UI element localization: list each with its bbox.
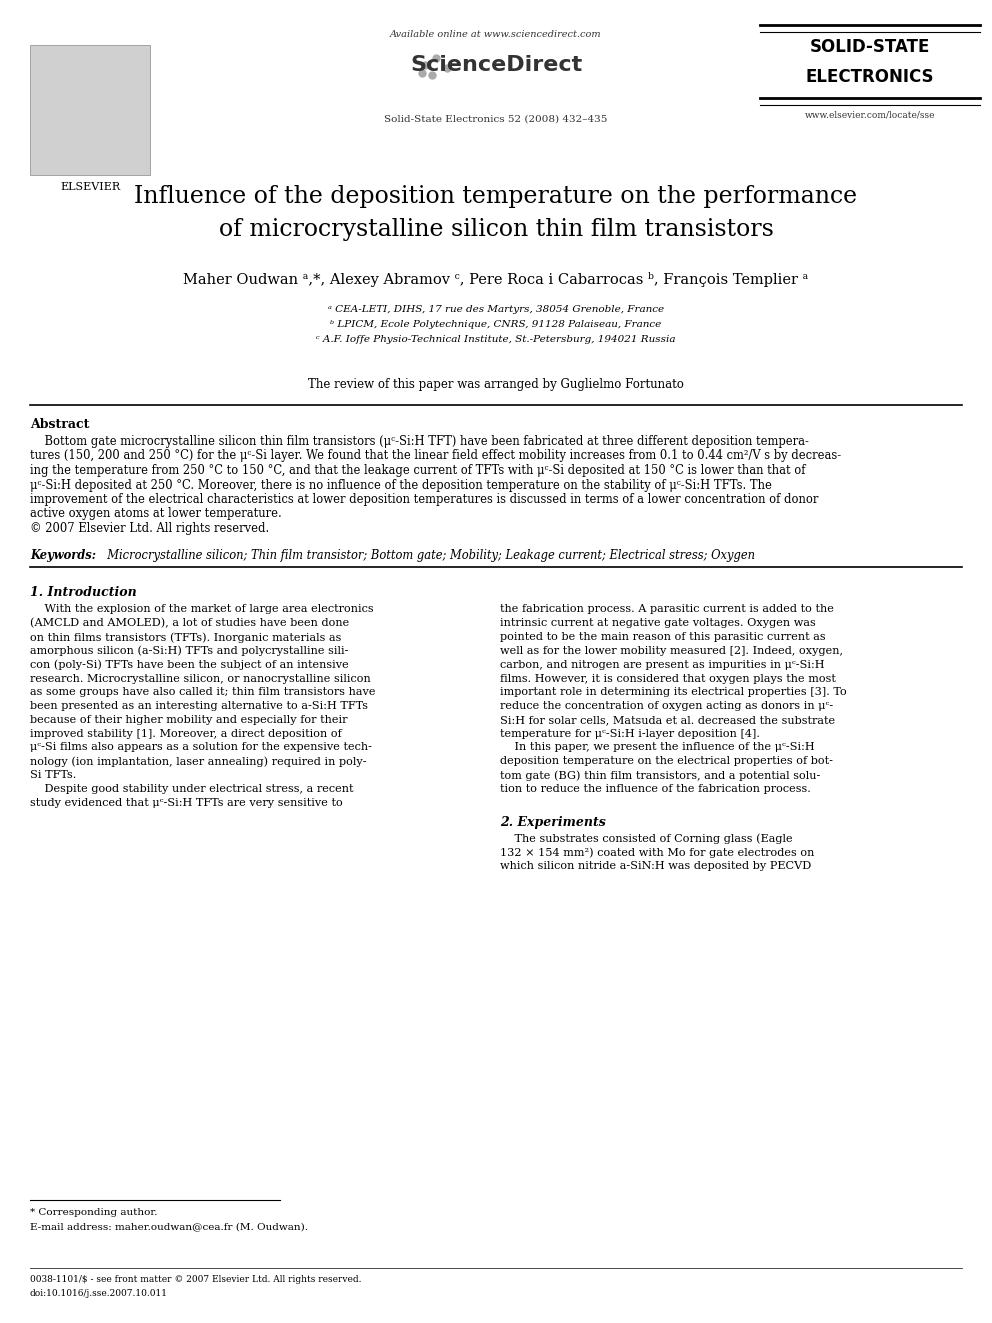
Text: 0038-1101/$ - see front matter © 2007 Elsevier Ltd. All rights reserved.: 0038-1101/$ - see front matter © 2007 El… — [30, 1275, 361, 1285]
Text: SOLID-STATE: SOLID-STATE — [809, 38, 930, 56]
Text: amorphous silicon (a-Si:H) TFTs and polycrystalline sili-: amorphous silicon (a-Si:H) TFTs and poly… — [30, 646, 348, 656]
Text: Microcrystalline silicon; Thin film transistor; Bottom gate; Mobility; Leakage c: Microcrystalline silicon; Thin film tran… — [100, 549, 755, 561]
Text: ᶜ A.F. Ioffe Physio-Technical Institute, St.-Petersburg, 194021 Russia: ᶜ A.F. Ioffe Physio-Technical Institute,… — [316, 335, 676, 344]
Text: ELSEVIER: ELSEVIER — [60, 183, 120, 192]
Text: which silicon nitride a-SiN:H was deposited by PECVD: which silicon nitride a-SiN:H was deposi… — [500, 861, 811, 872]
Text: With the explosion of the market of large area electronics: With the explosion of the market of larg… — [30, 605, 374, 614]
Text: 1. Introduction: 1. Introduction — [30, 586, 137, 599]
Text: Maher Oudwan ᵃ,*, Alexey Abramov ᶜ, Pere Roca i Cabarrocas ᵇ, François Templier : Maher Oudwan ᵃ,*, Alexey Abramov ᶜ, Pere… — [184, 273, 808, 287]
Bar — [30, 45, 150, 175]
Text: μᶜ-Si:H deposited at 250 °C. Moreover, there is no influence of the deposition t: μᶜ-Si:H deposited at 250 °C. Moreover, t… — [30, 479, 772, 492]
Text: on thin films transistors (TFTs). Inorganic materials as: on thin films transistors (TFTs). Inorga… — [30, 632, 341, 643]
Text: because of their higher mobility and especially for their: because of their higher mobility and esp… — [30, 714, 347, 725]
Text: nology (ion implantation, laser annealing) required in poly-: nology (ion implantation, laser annealin… — [30, 757, 366, 767]
Text: ELECTRONICS: ELECTRONICS — [806, 67, 934, 86]
Text: tom gate (BG) thin film transistors, and a potential solu-: tom gate (BG) thin film transistors, and… — [500, 770, 820, 781]
Text: pointed to be the main reason of this parasitic current as: pointed to be the main reason of this pa… — [500, 632, 825, 642]
Text: ing the temperature from 250 °C to 150 °C, and that the leakage current of TFTs : ing the temperature from 250 °C to 150 °… — [30, 464, 806, 478]
Text: Solid-State Electronics 52 (2008) 432–435: Solid-State Electronics 52 (2008) 432–43… — [384, 115, 608, 124]
Text: (AMCLD and AMOLED), a lot of studies have been done: (AMCLD and AMOLED), a lot of studies hav… — [30, 618, 349, 628]
Text: Si:H for solar cells, Matsuda et al. decreased the substrate: Si:H for solar cells, Matsuda et al. dec… — [500, 714, 835, 725]
Text: doi:10.1016/j.sse.2007.10.011: doi:10.1016/j.sse.2007.10.011 — [30, 1289, 168, 1298]
Text: tures (150, 200 and 250 °C) for the μᶜ-Si layer. We found that the linear field : tures (150, 200 and 250 °C) for the μᶜ-S… — [30, 450, 841, 463]
Text: ᵇ LPICM, Ecole Polytechnique, CNRS, 91128 Palaiseau, France: ᵇ LPICM, Ecole Polytechnique, CNRS, 9112… — [330, 320, 662, 329]
Text: E-mail address: maher.oudwan@cea.fr (M. Oudwan).: E-mail address: maher.oudwan@cea.fr (M. … — [30, 1222, 308, 1230]
Text: study evidenced that μᶜ-Si:H TFTs are very sensitive to: study evidenced that μᶜ-Si:H TFTs are ve… — [30, 798, 343, 808]
Text: of microcrystalline silicon thin film transistors: of microcrystalline silicon thin film tr… — [218, 218, 774, 241]
Text: tion to reduce the influence of the fabrication process.: tion to reduce the influence of the fabr… — [500, 785, 810, 794]
Text: The substrates consisted of Corning glass (Eagle: The substrates consisted of Corning glas… — [500, 833, 793, 844]
Text: ᵃ CEA-LETI, DIHS, 17 rue des Martyrs, 38054 Grenoble, France: ᵃ CEA-LETI, DIHS, 17 rue des Martyrs, 38… — [328, 306, 664, 314]
Text: important role in determining its electrical properties [3]. To: important role in determining its electr… — [500, 688, 847, 697]
Text: improved stability [1]. Moreover, a direct deposition of: improved stability [1]. Moreover, a dire… — [30, 729, 342, 738]
Text: Influence of the deposition temperature on the performance: Influence of the deposition temperature … — [135, 185, 857, 208]
Text: μᶜ-Si films also appears as a solution for the expensive tech-: μᶜ-Si films also appears as a solution f… — [30, 742, 372, 753]
Text: Si TFTs.: Si TFTs. — [30, 770, 76, 781]
Text: * Corresponding author.: * Corresponding author. — [30, 1208, 158, 1217]
Text: active oxygen atoms at lower temperature.: active oxygen atoms at lower temperature… — [30, 508, 282, 520]
Text: 2. Experiments: 2. Experiments — [500, 816, 606, 828]
Text: con (poly-Si) TFTs have been the subject of an intensive: con (poly-Si) TFTs have been the subject… — [30, 660, 349, 671]
Text: Bottom gate microcrystalline silicon thin film transistors (μᶜ-Si:H TFT) have be: Bottom gate microcrystalline silicon thi… — [30, 435, 808, 448]
Text: Abstract: Abstract — [30, 418, 89, 431]
Text: deposition temperature on the electrical properties of bot-: deposition temperature on the electrical… — [500, 757, 833, 766]
Text: Despite good stability under electrical stress, a recent: Despite good stability under electrical … — [30, 785, 353, 794]
Text: © 2007 Elsevier Ltd. All rights reserved.: © 2007 Elsevier Ltd. All rights reserved… — [30, 523, 269, 534]
Text: carbon, and nitrogen are present as impurities in μᶜ-Si:H: carbon, and nitrogen are present as impu… — [500, 660, 824, 669]
Text: reduce the concentration of oxygen acting as donors in μᶜ-: reduce the concentration of oxygen actin… — [500, 701, 833, 710]
Text: improvement of the electrical characteristics at lower deposition temperatures i: improvement of the electrical characteri… — [30, 493, 818, 505]
Text: the fabrication process. A parasitic current is added to the: the fabrication process. A parasitic cur… — [500, 605, 834, 614]
Text: Keywords:: Keywords: — [30, 549, 96, 561]
Text: intrinsic current at negative gate voltages. Oxygen was: intrinsic current at negative gate volta… — [500, 618, 815, 628]
Text: as some groups have also called it; thin film transistors have: as some groups have also called it; thin… — [30, 688, 376, 697]
Text: www.elsevier.com/locate/sse: www.elsevier.com/locate/sse — [805, 110, 935, 119]
Text: research. Microcrystalline silicon, or nanocrystalline silicon: research. Microcrystalline silicon, or n… — [30, 673, 371, 684]
Text: In this paper, we present the influence of the μᶜ-Si:H: In this paper, we present the influence … — [500, 742, 814, 753]
Text: been presented as an interesting alternative to a-Si:H TFTs: been presented as an interesting alterna… — [30, 701, 368, 710]
Text: 132 × 154 mm²) coated with Mo for gate electrodes on: 132 × 154 mm²) coated with Mo for gate e… — [500, 848, 814, 859]
Text: temperature for μᶜ-Si:H i-layer deposition [4].: temperature for μᶜ-Si:H i-layer depositi… — [500, 729, 760, 738]
Text: ScienceDirect: ScienceDirect — [410, 56, 582, 75]
Text: The review of this paper was arranged by Guglielmo Fortunato: The review of this paper was arranged by… — [309, 378, 683, 392]
Text: Available online at www.sciencedirect.com: Available online at www.sciencedirect.co… — [390, 30, 602, 38]
Text: well as for the lower mobility measured [2]. Indeed, oxygen,: well as for the lower mobility measured … — [500, 646, 843, 656]
Text: films. However, it is considered that oxygen plays the most: films. However, it is considered that ox… — [500, 673, 836, 684]
